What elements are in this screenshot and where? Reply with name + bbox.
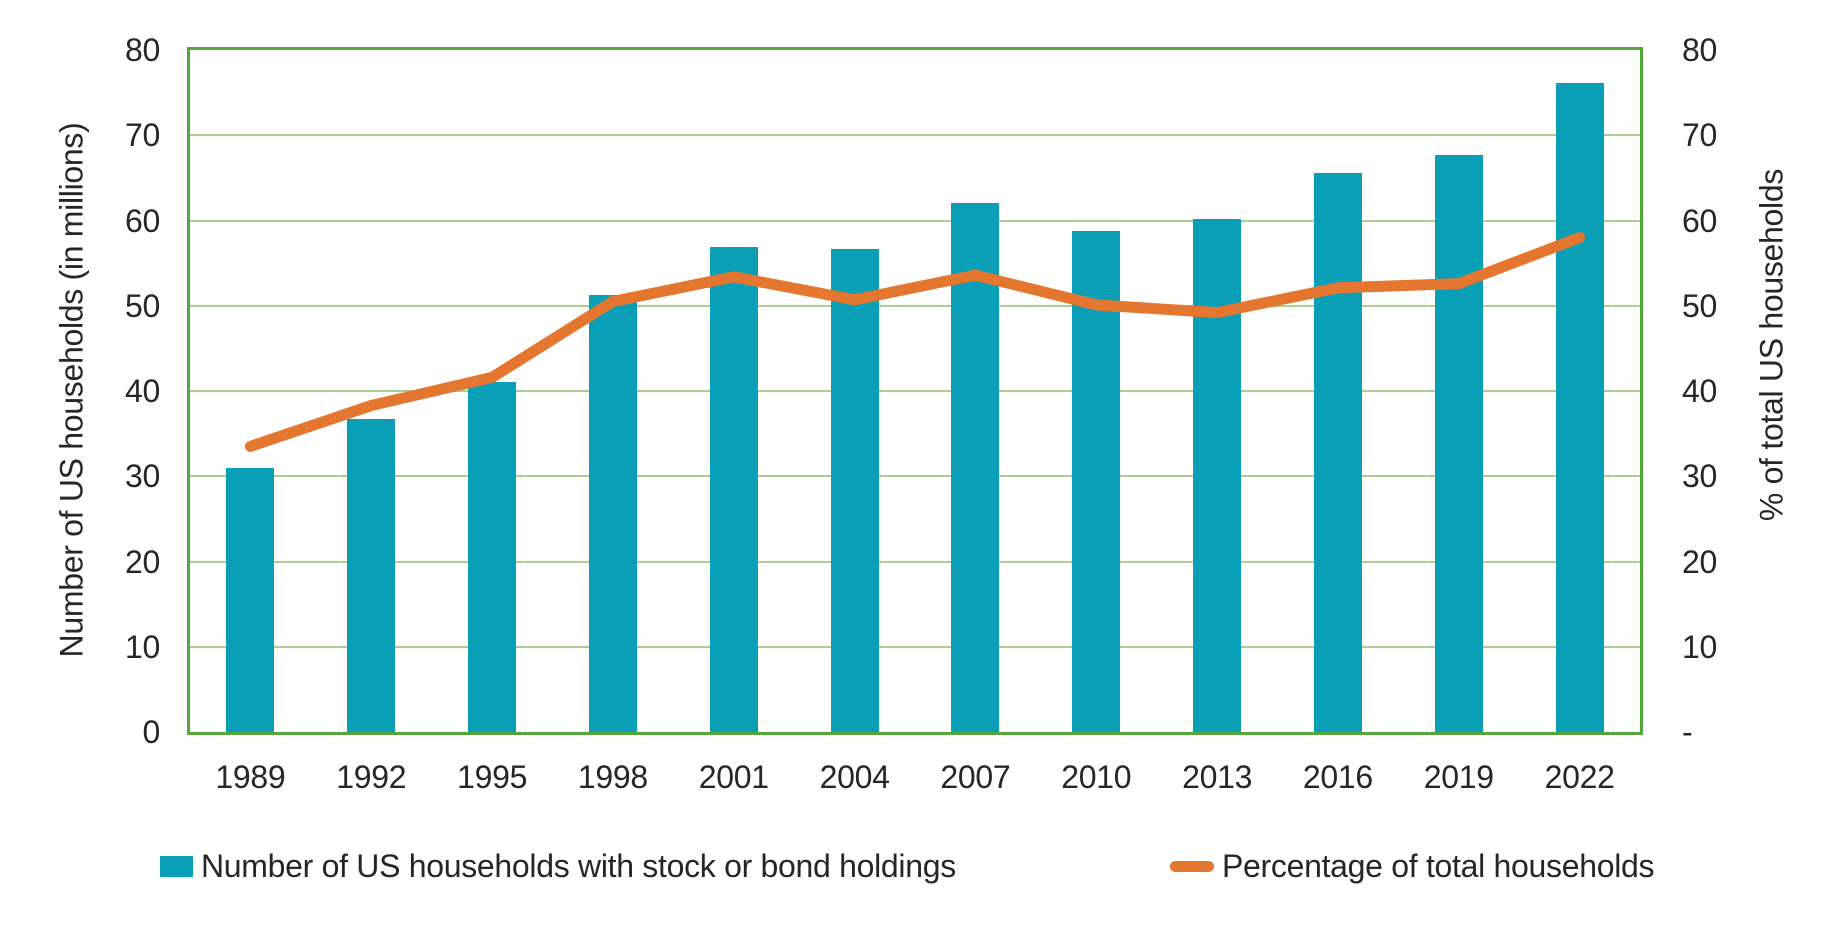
bar-2010 — [1072, 230, 1121, 732]
left-ytick-label-80: 80 — [125, 32, 160, 68]
gridline-10 — [190, 645, 1640, 648]
gridline-20 — [190, 560, 1640, 563]
xtick-label-2022: 2022 — [1544, 759, 1615, 795]
line-series-legend-label: Percentage of total households — [1222, 847, 1655, 884]
xtick-label-2007: 2007 — [940, 759, 1011, 795]
left-ytick-label-30: 30 — [125, 458, 160, 495]
bar-2022 — [1555, 83, 1604, 732]
xtick-label-2016: 2016 — [1302, 759, 1373, 795]
xtick-label-1995: 1995 — [457, 759, 528, 795]
left-ytick-label-0: 0 — [142, 714, 161, 750]
bar-2004 — [830, 248, 879, 732]
right-ytick-label-50: 50 — [1682, 287, 1717, 324]
right-ytick-label-70: 70 — [1682, 117, 1717, 154]
line-series-swatch — [1170, 860, 1214, 872]
legend-item-bars: Number of US households with stock or bo… — [160, 845, 956, 887]
xtick-label-1989: 1989 — [215, 759, 286, 795]
xtick-label-2019: 2019 — [1423, 759, 1494, 795]
percentage-line-series — [244, 232, 1586, 452]
bar-series-swatch — [160, 855, 193, 877]
gridline-70 — [190, 134, 1640, 137]
bar-2019 — [1434, 154, 1483, 732]
bar-1998 — [588, 294, 637, 732]
right-ytick-label-80: 80 — [1682, 32, 1717, 68]
left-ytick-label-10: 10 — [125, 628, 160, 665]
right-ytick-label-10: 10 — [1682, 628, 1717, 665]
xtick-label-1998: 1998 — [577, 759, 648, 795]
left-ytick-label-70: 70 — [125, 117, 160, 154]
bar-series-legend-label: Number of US households with stock or bo… — [201, 847, 956, 884]
right-ytick-label-20: 20 — [1682, 543, 1717, 580]
gridline-40 — [190, 390, 1640, 392]
right-ytick-label--: - — [1682, 714, 1693, 750]
xtick-label-2001: 2001 — [698, 759, 769, 795]
bar-2001 — [709, 246, 758, 732]
bar-1989 — [226, 467, 275, 732]
left-ytick-label-60: 60 — [125, 202, 160, 239]
legend-item-line: Percentage of total households — [1170, 845, 1655, 887]
bar-1995 — [468, 382, 517, 732]
right-ytick-label-60: 60 — [1682, 202, 1717, 239]
xtick-label-2013: 2013 — [1182, 759, 1253, 795]
xtick-label-1992: 1992 — [336, 759, 407, 795]
bar-2016 — [1313, 172, 1362, 732]
right-ytick-label-30: 30 — [1682, 458, 1717, 495]
xtick-label-2010: 2010 — [1061, 759, 1132, 795]
plot-inner — [190, 50, 1640, 732]
bar-1992 — [347, 419, 396, 732]
plot-area — [187, 47, 1643, 735]
percentage-line-path — [244, 232, 1586, 452]
left-ytick-label-40: 40 — [125, 373, 160, 409]
right-ytick-label-40: 40 — [1682, 373, 1717, 409]
left-ytick-label-50: 50 — [125, 287, 160, 324]
gridline-60 — [190, 219, 1640, 222]
bar-2007 — [951, 202, 1000, 732]
gridline-30 — [190, 475, 1640, 478]
left-ytick-label-20: 20 — [125, 543, 160, 580]
gridline-50 — [190, 304, 1640, 307]
xtick-label-2004: 2004 — [819, 759, 890, 795]
